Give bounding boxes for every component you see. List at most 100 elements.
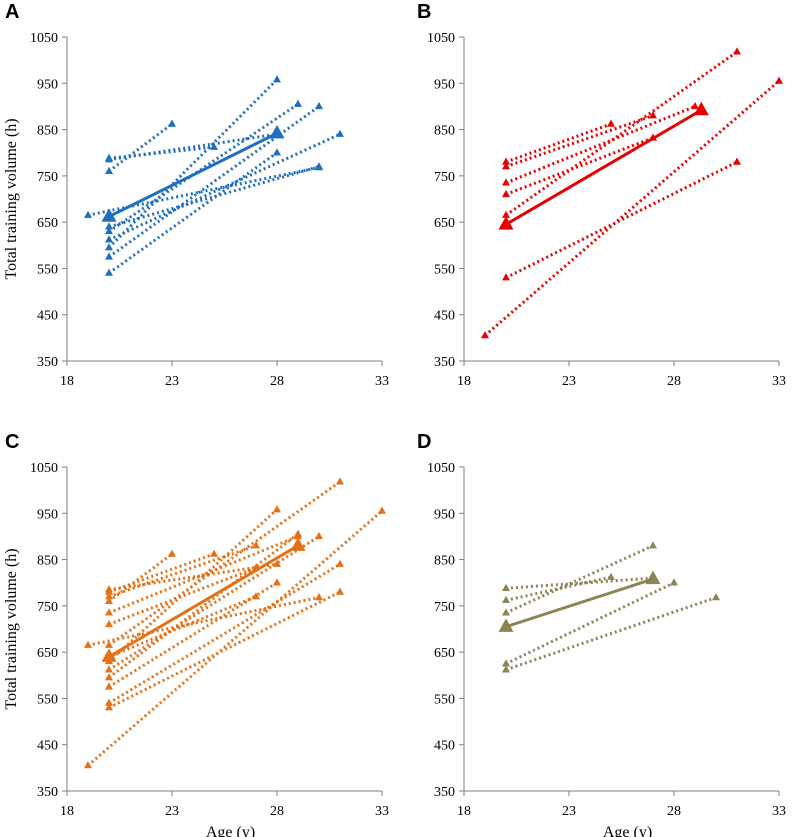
series-point-b-6-0: [502, 157, 510, 165]
series-point-c-6-1: [315, 531, 323, 540]
series-line-a-3: [107, 78, 279, 249]
series-line-c-1: [87, 596, 320, 647]
series-line-d-2: [505, 544, 654, 615]
x-tick-label-c: 18: [60, 804, 74, 819]
y-axis-title-a: Total training volume (h): [3, 118, 20, 279]
y-tick-label-d: 650: [434, 646, 455, 661]
series-point-a-3-1: [273, 75, 281, 83]
plot-area-d: 350 450 550 650 750 850 950 1050 18 23 28 33 Age (y): [427, 461, 786, 837]
series-point-a-9-0: [105, 222, 113, 230]
mean-point-b-0: [498, 216, 514, 230]
y-tick-label-c: 950: [37, 507, 58, 522]
series-point-c-15-1: [273, 559, 281, 567]
y-tick-label-c: 1050: [30, 461, 58, 476]
y-tick-label-d: 1050: [427, 461, 455, 476]
series-point-c-0-0: [84, 761, 92, 769]
panel-d: D 350 450 550 650 750 850 950 1050 18 23 28 33 Age (…: [417, 431, 786, 837]
y-tick-label-a: 350: [37, 355, 58, 370]
series-point-c-4-1: [273, 578, 281, 586]
series-point-b-1-1: [733, 157, 741, 165]
series-line-a-0: [87, 166, 320, 217]
series-point-b-4-0: [502, 178, 510, 186]
series-line-c-9: [108, 480, 341, 647]
y-tick-label-d: 850: [434, 554, 455, 569]
series-point-b-2-1: [733, 47, 741, 55]
mean-point-a-0: [101, 208, 117, 222]
series-point-a-1-0: [105, 166, 113, 174]
series-line-b-3: [505, 136, 654, 196]
x-axis-title-c: Age (y): [206, 824, 255, 837]
series-line-d-0: [505, 596, 717, 672]
series-line-a-1: [108, 122, 173, 173]
y-tick-label-b: 1050: [427, 31, 455, 46]
y-tick-label-b: 350: [434, 355, 455, 370]
mean-line-c: [108, 544, 299, 659]
series-point-b-6-1: [607, 119, 615, 127]
series-point-d-3-0: [502, 595, 510, 604]
x-tick-label-d: 28: [667, 804, 681, 819]
x-tick-label-a: 28: [270, 374, 284, 389]
mean-point-c-1: [290, 537, 306, 551]
series-point-a-0-0: [84, 210, 92, 218]
x-tick-label-c: 28: [270, 804, 284, 819]
panel-a: A 350 450 550 650 750 850 950 1050 18 23 28 33 Total…: [3, 1, 389, 389]
panel-b: B 350 450 550 650 750 850 950 1050 18 23 28 33: [417, 1, 786, 389]
series-point-d-2-1: [649, 541, 657, 549]
series-line-a-5: [108, 105, 320, 259]
series-point-a-6-0: [105, 268, 113, 276]
series-point-a-5-1: [315, 101, 323, 110]
series-point-b-3-0: [502, 189, 510, 198]
y-axis-title-c: Total training volume (h): [3, 548, 20, 709]
y-tick-label-d: 750: [434, 600, 455, 615]
series-point-b-2-0: [502, 210, 510, 218]
series-point-c-8-1: [252, 592, 260, 600]
series-point-a-7-1: [336, 129, 344, 137]
series-line-b-4: [505, 105, 696, 185]
series-point-c-13-1: [252, 541, 260, 549]
series-point-c-12-0: [105, 596, 113, 604]
y-tick-label-c: 850: [37, 554, 58, 569]
panel-letter-b: B: [417, 1, 431, 23]
y-tick-label-d: 950: [434, 507, 455, 522]
y-tick-label-a: 550: [37, 262, 58, 277]
y-tick-label-b: 650: [434, 216, 455, 231]
series-point-b-0-1: [775, 76, 783, 84]
series-point-a-6-1: [273, 148, 281, 156]
y-tick-label-d: 550: [434, 692, 455, 707]
series-point-c-12-1: [168, 549, 176, 557]
series-point-c-5-0: [105, 673, 113, 681]
series-point-b-5-1: [649, 111, 657, 119]
series-line-a-9: [108, 165, 320, 229]
series-point-c-0-1: [378, 506, 386, 514]
mean-point-b-1: [693, 101, 709, 116]
y-tick-label-b: 850: [434, 124, 455, 139]
y-tick-label-b: 450: [434, 309, 455, 324]
x-tick-label-a: 18: [60, 374, 74, 389]
series-point-b-4-1: [691, 101, 699, 110]
mean-point-c-0: [101, 648, 117, 662]
y-tick-label-a: 1050: [30, 31, 58, 46]
panel-letter-c: C: [5, 431, 19, 453]
series-point-a-2-1: [210, 142, 218, 150]
series-line-b-2: [505, 50, 738, 217]
y-tick-label-a: 650: [37, 216, 58, 231]
y-tick-label-d: 450: [434, 739, 455, 754]
y-tick-label-a: 750: [37, 170, 58, 185]
x-tick-label-b: 28: [667, 374, 681, 389]
mean-line-a: [108, 131, 278, 218]
y-tick-label-a: 450: [37, 309, 58, 324]
panel-letter-d: D: [417, 431, 431, 453]
series-line-b-5: [505, 114, 654, 169]
mean-point-a-1: [269, 124, 285, 139]
series-point-b-0-0: [481, 331, 489, 339]
plot-area-b: 350 450 550 650 750 850 950 1050 18 23 28 33: [427, 31, 786, 389]
series-point-d-4-0: [502, 583, 510, 592]
series-line-c-6: [108, 535, 320, 671]
mean-line-b: [505, 108, 703, 226]
series-line-a-7: [108, 132, 341, 242]
series-line-c-8: [108, 595, 257, 659]
y-tick-label-b: 550: [434, 262, 455, 277]
series-line-b-0: [484, 79, 780, 337]
y-tick-label-a: 850: [37, 124, 58, 139]
series-point-d-0-1: [712, 593, 720, 601]
